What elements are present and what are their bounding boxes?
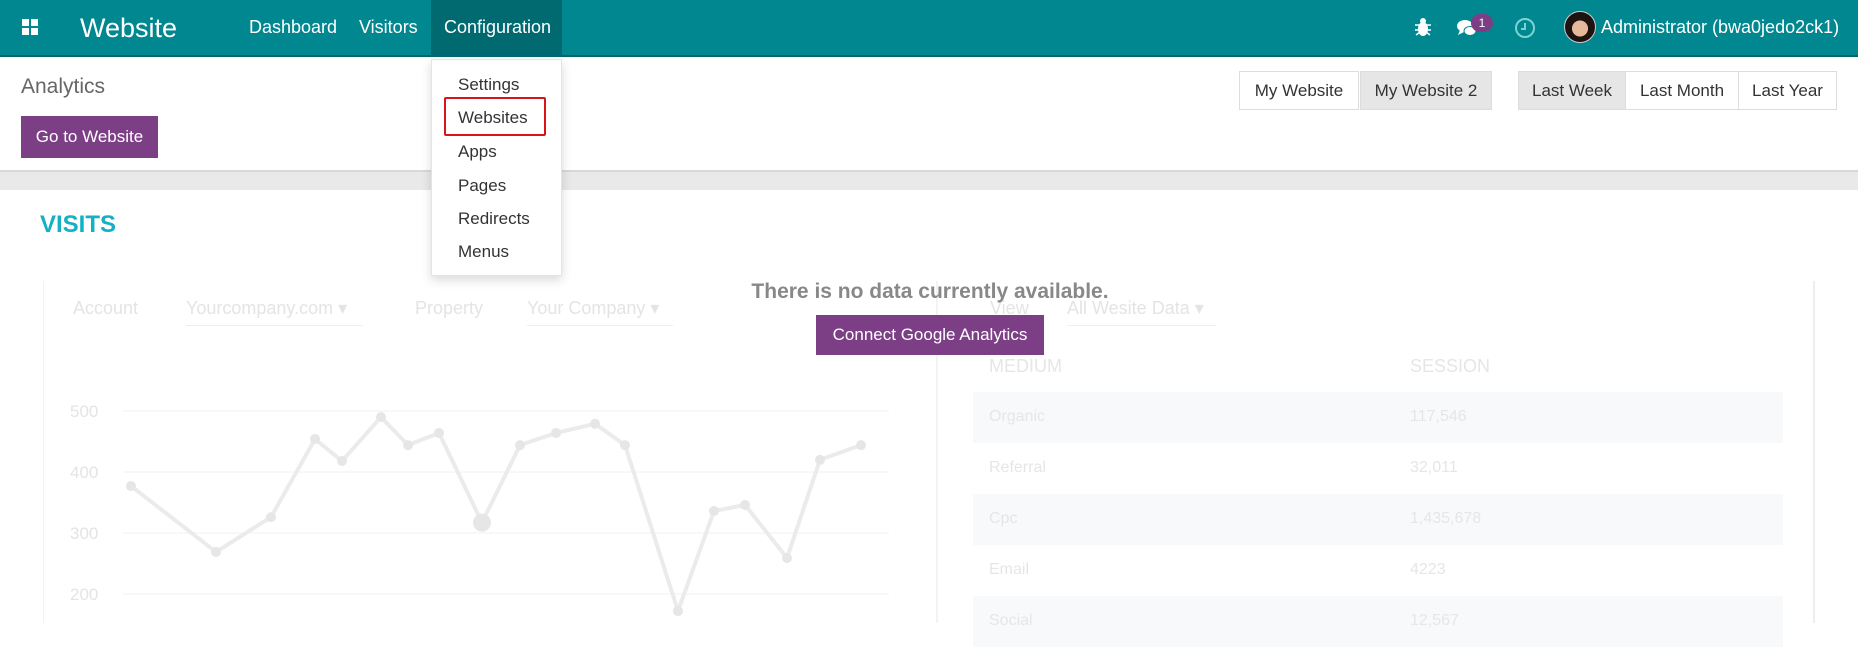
data-point — [782, 553, 792, 564]
table-row: Social 12,567 — [973, 596, 1783, 647]
medium-cell: Social — [989, 612, 1033, 629]
account-label: Account — [73, 298, 139, 318]
property-value: Your Company — [527, 298, 646, 318]
data-point — [673, 606, 683, 617]
medium-cell: Cpc — [989, 510, 1018, 527]
menu-item-menus[interactable]: Menus — [458, 242, 510, 261]
data-point — [740, 499, 750, 510]
session-cell: 1,435,678 — [1410, 510, 1482, 527]
y-tick-label: 400 — [70, 463, 98, 482]
medium-cell: Referral — [989, 459, 1046, 476]
configuration-active-bg — [431, 0, 562, 57]
view-label: View — [990, 298, 1029, 318]
series-line — [129, 414, 862, 618]
clock-icon[interactable] — [1514, 17, 1536, 39]
notification-badge: 1 — [1471, 14, 1493, 32]
website-my-website[interactable]: My Website — [1239, 71, 1359, 110]
app-brand: Website — [80, 13, 178, 43]
y-tick-label: 300 — [70, 524, 98, 543]
avatar[interactable] — [1564, 11, 1596, 43]
view-value: All Wesite Data — [1067, 298, 1190, 318]
website-my-website-2[interactable]: My Website 2 — [1360, 71, 1492, 110]
session-cell: 12,567 — [1410, 612, 1459, 629]
nav-visitors[interactable]: Visitors — [359, 17, 418, 37]
section-divider — [0, 170, 1858, 190]
apps-icon[interactable] — [22, 19, 40, 37]
table-row: Referral 32,011 — [973, 443, 1783, 494]
property-select[interactable]: Your Company ▾ — [527, 298, 673, 326]
menu-item-apps[interactable]: Apps — [458, 142, 497, 161]
table-row: Email 4223 — [973, 545, 1783, 596]
data-point — [856, 440, 866, 451]
data-point — [310, 434, 320, 445]
data-point — [473, 513, 491, 532]
medium-cell: Organic — [989, 408, 1046, 425]
y-tick-label: 500 — [70, 402, 98, 421]
data-point — [434, 427, 444, 438]
configuration-dropdown: Settings Websites Apps Pages Redirects M… — [431, 59, 562, 276]
highlight-box — [444, 97, 546, 136]
connect-google-analytics-button[interactable]: Connect Google Analytics — [816, 315, 1044, 355]
visits-chart: 500 400 300 200 — [70, 402, 889, 618]
data-point — [709, 506, 719, 517]
data-point — [266, 512, 276, 523]
menu-item-websites[interactable]: Websites — [458, 108, 528, 127]
visits-heading: VISITS — [40, 211, 117, 238]
data-point — [376, 412, 386, 423]
go-to-website-button[interactable]: Go to Website — [21, 116, 158, 158]
session-cell: 117,546 — [1410, 408, 1467, 425]
data-point — [403, 440, 413, 451]
period-last-month[interactable]: Last Month — [1625, 71, 1739, 110]
account-select[interactable]: Yourcompany.com ▾ — [186, 298, 363, 326]
account-value: Yourcompany.com — [186, 298, 334, 318]
data-point — [815, 454, 825, 465]
property-label: Property — [415, 298, 484, 318]
data-point — [620, 440, 630, 451]
header-session: SESSION — [1410, 356, 1491, 376]
session-cell: 32,011 — [1410, 459, 1458, 476]
period-last-week[interactable]: Last Week — [1518, 71, 1626, 110]
menu-item-redirects[interactable]: Redirects — [458, 209, 530, 228]
nav-configuration[interactable]: Configuration — [444, 17, 552, 37]
bug-icon[interactable] — [1415, 17, 1431, 37]
menu-item-pages[interactable]: Pages — [458, 176, 507, 195]
menu-item-settings[interactable]: Settings — [458, 75, 520, 94]
session-cell: 4223 — [1410, 561, 1446, 578]
page-title: Analytics — [21, 75, 106, 98]
medium-cell: Email — [989, 561, 1030, 578]
chart-panel-border — [43, 281, 44, 623]
nav-dashboard[interactable]: Dashboard — [249, 17, 338, 37]
data-point — [551, 427, 561, 438]
table-panel — [936, 281, 1815, 623]
data-point — [211, 546, 221, 557]
table-row: Organic 117,546 — [973, 392, 1783, 443]
data-point — [126, 481, 136, 492]
period-last-year[interactable]: Last Year — [1738, 71, 1837, 110]
table-row: Cpc 1,435,678 — [973, 494, 1783, 545]
data-point — [337, 456, 347, 467]
no-data-message: There is no data currently available. — [751, 280, 1109, 303]
view-select[interactable]: All Wesite Data ▾ — [1067, 298, 1216, 326]
header-medium: MEDIUM — [989, 356, 1062, 376]
top-navbar: Website Dashboard Visitors Configuration… — [0, 0, 1858, 57]
data-point — [590, 418, 600, 429]
y-tick-label: 200 — [70, 585, 98, 604]
data-point — [515, 440, 525, 451]
user-menu[interactable]: Administrator (bwa0jedo2ck1) — [1601, 17, 1840, 37]
